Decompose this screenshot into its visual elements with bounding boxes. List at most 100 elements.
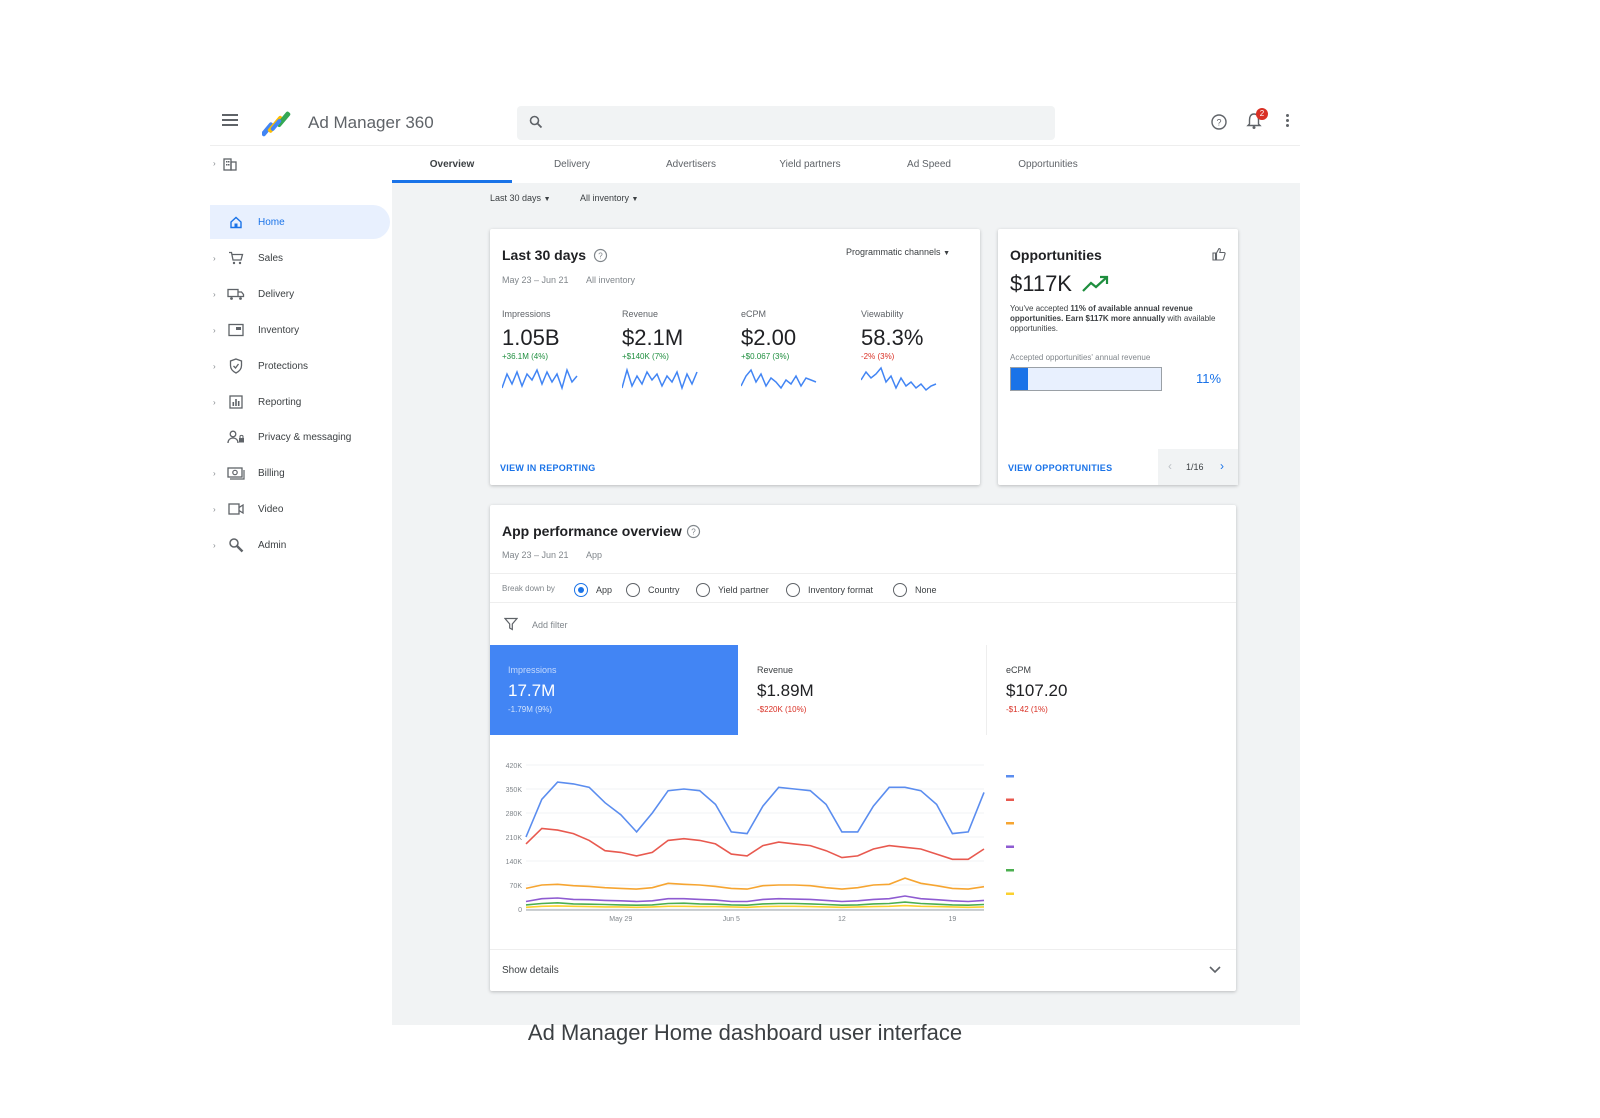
x-tick-label: 19 <box>949 916 957 923</box>
tile-label: Revenue <box>757 665 794 675</box>
sidebar-item-sales[interactable]: › Sales <box>210 241 390 275</box>
opportunities-title: Opportunities <box>1010 247 1102 263</box>
tile-impressions[interactable]: Impressions 17.7M -1.79M (9%) <box>490 645 738 735</box>
y-tick-label: 280K <box>506 811 523 818</box>
date-filter[interactable]: Last 30 days ▼ <box>490 193 551 203</box>
y-tick-label: 350K <box>506 787 523 794</box>
sidebar-item-inventory[interactable]: › Inventory <box>210 313 390 347</box>
metric-label: Revenue <box>622 309 659 319</box>
svg-text:?: ? <box>1216 118 1221 128</box>
metric-value: $2.1M <box>622 325 684 350</box>
tile-delta: -$1.42 (1%) <box>1006 705 1048 714</box>
x-tick-label: Jun 5 <box>723 916 740 923</box>
sidebar-item-video[interactable]: › Video <box>210 492 390 526</box>
caret-right-icon: › <box>213 468 216 478</box>
sidebar-item-protections[interactable]: › Protections <box>210 349 390 383</box>
channel-select-label: Programmatic channels <box>846 247 941 257</box>
radio-inventory-format[interactable]: Inventory format <box>786 583 873 597</box>
cart-icon <box>226 249 246 267</box>
metric-delta: +$140K (7%) <box>622 352 669 361</box>
tab-bar: Overview Delivery Advertisers Yield part… <box>392 147 1300 183</box>
view-in-reporting-link[interactable]: VIEW IN REPORTING <box>500 463 596 473</box>
metric-delta: +$0.067 (3%) <box>741 352 790 361</box>
sidebar-item-privacy-messaging[interactable]: Privacy & messaging <box>210 420 390 454</box>
help-icon[interactable]: ? <box>686 524 701 539</box>
tile-revenue[interactable]: Revenue $1.89M -$220K (10%) <box>739 645 987 735</box>
sidebar-item-label: Video <box>258 503 284 515</box>
ecpm-sparkline <box>740 368 817 390</box>
legend-swatch <box>1006 775 1014 778</box>
x-tick-label: May 29 <box>609 916 632 923</box>
view-opportunities-link[interactable]: VIEW OPPORTUNITIES <box>1008 463 1113 473</box>
ad-manager-logo <box>262 111 291 137</box>
tab-advertisers[interactable]: Advertisers <box>665 159 716 170</box>
opportunities-progress-bar <box>1010 367 1162 391</box>
summary-date-range: May 23 – Jun 21 <box>502 275 569 285</box>
tab-overview[interactable]: Overview <box>429 159 475 170</box>
sidebar-item-delivery[interactable]: › Delivery <box>210 277 390 311</box>
sidebar-item-label: Privacy & messaging <box>258 431 352 443</box>
help-icon[interactable]: ? <box>593 248 608 263</box>
caret-right-icon: › <box>213 289 216 299</box>
show-details-button[interactable]: Show details <box>502 965 559 976</box>
add-filter-button[interactable]: Add filter <box>532 620 568 630</box>
shield-icon <box>226 357 246 375</box>
thumbs-up-icon[interactable] <box>1212 247 1226 261</box>
radio-none[interactable]: None <box>893 583 937 597</box>
tile-label: Impressions <box>508 665 557 675</box>
sidebar-item-label: Admin <box>258 539 287 551</box>
opportunities-text-c: with available opportunities. <box>1010 314 1216 333</box>
legend-swatch <box>1006 869 1014 872</box>
tile-ecpm[interactable]: eCPM $107.20 -$1.42 (1%) <box>988 645 1236 735</box>
metric-value: 1.05B <box>502 325 560 350</box>
network-selector[interactable]: › <box>210 155 392 175</box>
sidebar-item-billing[interactable]: › Billing <box>210 456 390 490</box>
radio-yield-partner[interactable]: Yield partner <box>696 583 769 597</box>
progress-label: Accepted opportunities' annual revenue <box>1010 353 1151 362</box>
caret-right-icon: › <box>213 540 216 550</box>
chevron-left-icon[interactable]: ‹ <box>1168 459 1172 473</box>
tab-opportunities[interactable]: Opportunities <box>1018 159 1078 170</box>
tile-value: $1.89M <box>757 681 814 700</box>
app-performance-title: App performance overview <box>502 523 682 539</box>
radio-country[interactable]: Country <box>626 583 680 597</box>
sidebar-item-reporting[interactable]: › Reporting <box>210 385 390 419</box>
legend-swatch <box>1006 798 1014 801</box>
sidebar-item-label: Inventory <box>258 324 300 336</box>
legend-swatch <box>1006 845 1014 848</box>
more-vert-icon[interactable] <box>1286 114 1290 129</box>
radio-app[interactable]: App <box>574 583 612 597</box>
search-bar[interactable] <box>517 106 1055 140</box>
tab-delivery[interactable]: Delivery <box>553 159 591 170</box>
chevron-down-icon[interactable] <box>1208 965 1222 975</box>
tab-ad-speed[interactable]: Ad Speed <box>907 159 951 170</box>
progress-percent: 11% <box>1196 371 1222 386</box>
radio-label: None <box>915 585 937 595</box>
menu-icon[interactable] <box>222 114 238 128</box>
y-tick-label: 420K <box>506 763 523 770</box>
video-icon <box>226 500 246 518</box>
legend-swatch <box>1006 892 1014 895</box>
sidebar-item-home[interactable]: Home <box>210 205 390 239</box>
pager-count: 1/16 <box>1186 462 1204 472</box>
tab-yield-partners[interactable]: Yield partners <box>779 159 841 170</box>
inventory-filter[interactable]: All inventory ▼ <box>580 193 638 203</box>
tile-label: eCPM <box>1006 665 1032 675</box>
sidebar-item-admin[interactable]: › Admin <box>210 528 390 562</box>
sidebar: › Home › Sales › <box>210 147 392 1025</box>
impressions-line-chart: 420K 350K 280K 210K 140K 70K 0 May 29 Jun 5 12 19 <box>506 763 1014 923</box>
metric-impressions: Impressions 1.05B +36.1M (4%) <box>501 309 614 399</box>
tile-delta: -$220K (10%) <box>757 705 807 714</box>
help-icon[interactable]: ? <box>1210 113 1228 131</box>
caret-right-icon: › <box>213 253 216 263</box>
revenue-sparkline <box>621 367 698 391</box>
breakdown-label: Break down by <box>502 584 555 593</box>
channel-select[interactable]: Programmatic channels ▼ <box>846 247 950 257</box>
inventory-icon <box>226 321 246 339</box>
metric-ecpm: eCPM $2.00 +$0.067 (3%) <box>740 309 853 399</box>
app-performance-date-range: May 23 – Jun 21 <box>502 550 569 560</box>
filter-icon[interactable] <box>504 617 518 631</box>
chevron-right-icon[interactable]: › <box>1220 459 1224 473</box>
y-tick-label: 70K <box>510 883 523 890</box>
caret-right-icon: › <box>213 504 216 514</box>
